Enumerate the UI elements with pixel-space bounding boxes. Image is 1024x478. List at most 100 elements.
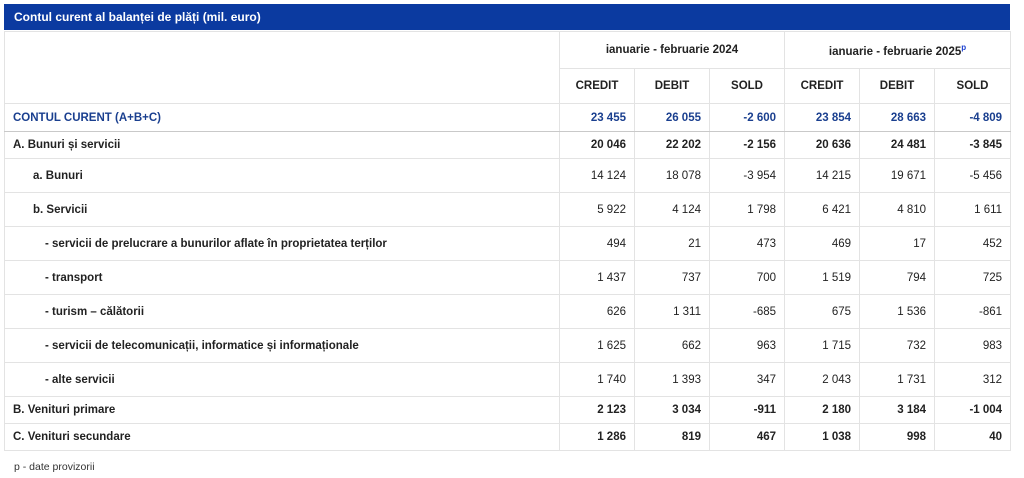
- cell-value: -3 845: [934, 131, 1012, 159]
- table-title: Contul curent al balanței de plăți (mil.…: [4, 4, 1010, 30]
- col-header-credit: CREDIT: [559, 68, 635, 104]
- cell-value: 732: [859, 328, 936, 363]
- row-label: - turism – călătorii: [4, 294, 560, 329]
- cell-value: 5 922: [559, 192, 635, 227]
- row-label: - alte servicii: [4, 362, 560, 397]
- cell-value: 494: [559, 226, 635, 261]
- cell-value: 2 123: [559, 396, 635, 424]
- cell-value: 998: [859, 423, 936, 451]
- provisional-marker: p: [961, 42, 967, 52]
- cell-value: -1 004: [934, 396, 1012, 424]
- cell-value: 467: [708, 423, 786, 451]
- table-row: C. Venituri secundare 1 286 819 467 1 03…: [4, 423, 1012, 451]
- cell-value: 675: [784, 294, 861, 329]
- row-label: A. Bunuri și servicii: [4, 131, 560, 159]
- cell-value: 819: [634, 423, 710, 451]
- cell-value: 1 715: [784, 328, 861, 363]
- col-header-credit: CREDIT: [784, 68, 861, 104]
- cell-value: 14 215: [784, 158, 861, 193]
- cell-value: -2 156: [708, 131, 786, 159]
- cell-value: 1 740: [559, 362, 635, 397]
- cell-value: 1 038: [784, 423, 861, 451]
- cell-value: 1 519: [784, 260, 861, 295]
- cell-value: 1 731: [859, 362, 936, 397]
- col-header-debit: DEBIT: [859, 68, 936, 104]
- cell-value: 20 046: [559, 131, 635, 159]
- cell-value: 24 481: [859, 131, 936, 159]
- cell-value: 21: [634, 226, 710, 261]
- table-row: - servicii de telecomunicații, informati…: [4, 328, 1012, 363]
- cell-value: -4 809: [934, 103, 1012, 132]
- col-header-sold: SOLD: [708, 68, 786, 104]
- cell-value: 28 663: [859, 103, 936, 132]
- row-label: B. Venituri primare: [4, 396, 560, 424]
- col-header-debit: DEBIT: [634, 68, 710, 104]
- period-header-2025: ianuarie - februarie 2025p: [784, 31, 1012, 69]
- table-row: b. Servicii 5 922 4 124 1 798 6 421 4 81…: [4, 192, 1012, 227]
- cell-value: 23 854: [784, 103, 861, 132]
- cell-value: 4 124: [634, 192, 710, 227]
- cell-value: 983: [934, 328, 1012, 363]
- cell-value: 40: [934, 423, 1012, 451]
- cell-value: 23 455: [559, 103, 635, 132]
- cell-value: 22 202: [634, 131, 710, 159]
- cell-value: -3 954: [708, 158, 786, 193]
- cell-value: 725: [934, 260, 1012, 295]
- table-row: CONTUL CURENT (A+B+C) 23 455 26 055 -2 6…: [4, 103, 1012, 132]
- cell-value: 20 636: [784, 131, 861, 159]
- balance-of-payments-table: ianuarie - februarie 2024 ianuarie - feb…: [4, 31, 1012, 451]
- cell-value: 737: [634, 260, 710, 295]
- cell-value: 312: [934, 362, 1012, 397]
- cell-value: 1 625: [559, 328, 635, 363]
- cell-value: 469: [784, 226, 861, 261]
- row-label: CONTUL CURENT (A+B+C): [4, 103, 560, 132]
- cell-value: 17: [859, 226, 936, 261]
- cell-value: -911: [708, 396, 786, 424]
- cell-value: 473: [708, 226, 786, 261]
- cell-value: 1 393: [634, 362, 710, 397]
- row-label: - transport: [4, 260, 560, 295]
- row-label: - servicii de prelucrare a bunurilor afl…: [4, 226, 560, 261]
- row-label: - servicii de telecomunicații, informati…: [4, 328, 560, 363]
- cell-value: 347: [708, 362, 786, 397]
- cell-value: 1 311: [634, 294, 710, 329]
- cell-value: -2 600: [708, 103, 786, 132]
- cell-value: 2 043: [784, 362, 861, 397]
- cell-value: -861: [934, 294, 1012, 329]
- table-row: - transport 1 437 737 700 1 519 794 725: [4, 260, 1012, 295]
- cell-value: 1 611: [934, 192, 1012, 227]
- col-header-sold: SOLD: [934, 68, 1012, 104]
- cell-value: 452: [934, 226, 1012, 261]
- cell-value: 2 180: [784, 396, 861, 424]
- row-label: a. Bunuri: [4, 158, 560, 193]
- cell-value: 14 124: [559, 158, 635, 193]
- table-row: A. Bunuri și servicii 20 046 22 202 -2 1…: [4, 131, 1012, 159]
- cell-value: 626: [559, 294, 635, 329]
- cell-value: 1 437: [559, 260, 635, 295]
- cell-value: 26 055: [634, 103, 710, 132]
- cell-value: 6 421: [784, 192, 861, 227]
- cell-value: 4 810: [859, 192, 936, 227]
- cell-value: 662: [634, 328, 710, 363]
- table-row: - turism – călătorii 626 1 311 -685 675 …: [4, 294, 1012, 329]
- table-row: - servicii de prelucrare a bunurilor afl…: [4, 226, 1012, 261]
- row-label: C. Venituri secundare: [4, 423, 560, 451]
- table-row: - alte servicii 1 740 1 393 347 2 043 1 …: [4, 362, 1012, 397]
- cell-value: 1 536: [859, 294, 936, 329]
- cell-value: -685: [708, 294, 786, 329]
- cell-value: 963: [708, 328, 786, 363]
- cell-value: 1 286: [559, 423, 635, 451]
- table-row: B. Venituri primare 2 123 3 034 -911 2 1…: [4, 396, 1012, 424]
- cell-value: 3 034: [634, 396, 710, 424]
- row-label: b. Servicii: [4, 192, 560, 227]
- cell-value: 794: [859, 260, 936, 295]
- period-header-2024: ianuarie - februarie 2024: [558, 31, 786, 69]
- cell-value: 18 078: [634, 158, 710, 193]
- cell-value: 3 184: [859, 396, 936, 424]
- cell-value: 1 798: [708, 192, 786, 227]
- cell-value: 700: [708, 260, 786, 295]
- label-column-header: [4, 31, 560, 104]
- cell-value: -5 456: [934, 158, 1012, 193]
- table-row: a. Bunuri 14 124 18 078 -3 954 14 215 19…: [4, 158, 1012, 193]
- footnote: p - date provizorii: [14, 461, 95, 473]
